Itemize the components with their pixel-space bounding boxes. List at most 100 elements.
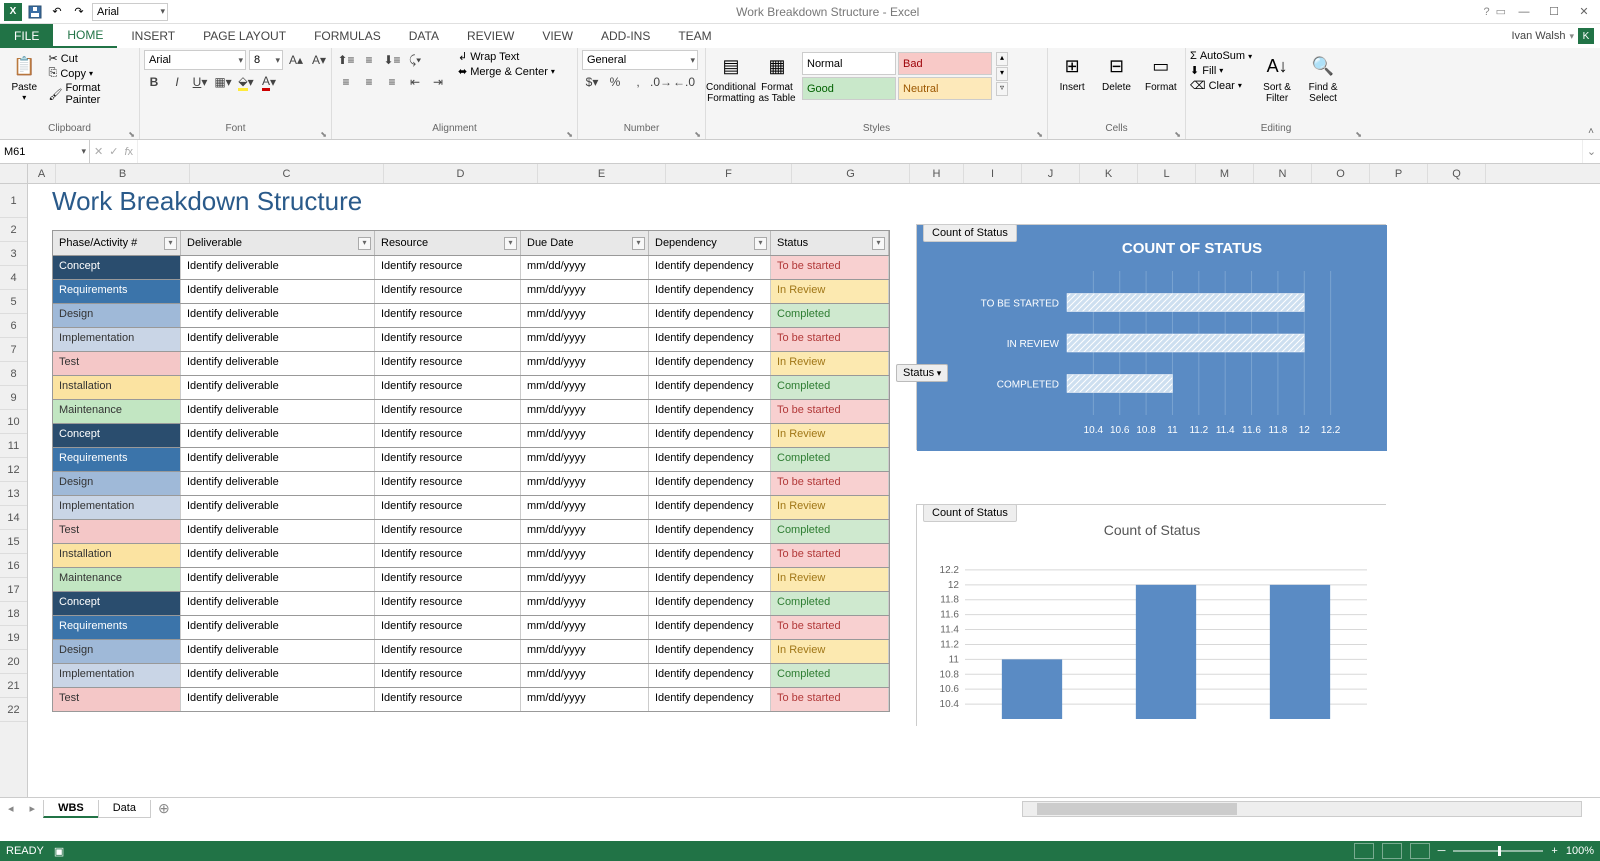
italic-button[interactable]: I bbox=[167, 72, 187, 92]
cells-area[interactable]: Work Breakdown Structure Phase/Activity … bbox=[28, 184, 1600, 797]
row-header-15[interactable]: 15 bbox=[0, 530, 27, 554]
undo-icon[interactable]: ↶ bbox=[48, 3, 66, 21]
add-sheet-button[interactable]: ⊕ bbox=[150, 800, 178, 817]
tab-data[interactable]: DATA bbox=[395, 24, 453, 48]
col-header-A[interactable]: A bbox=[28, 164, 56, 183]
row-header-8[interactable]: 8 bbox=[0, 362, 27, 386]
row-header-1[interactable]: 1 bbox=[0, 184, 27, 218]
redo-icon[interactable]: ↷ bbox=[70, 3, 88, 21]
tab-file[interactable]: FILE bbox=[0, 24, 53, 48]
align-middle-icon[interactable]: ≡ bbox=[359, 50, 379, 70]
format-cells-button[interactable]: ▭Format bbox=[1141, 50, 1181, 93]
col-header-O[interactable]: O bbox=[1312, 164, 1370, 183]
zoom-slider[interactable] bbox=[1453, 850, 1543, 852]
qat-font-picker[interactable]: Arial bbox=[92, 3, 168, 21]
align-top-icon[interactable]: ⬆≡ bbox=[336, 50, 356, 70]
user-name[interactable]: Ivan Walsh bbox=[1511, 30, 1565, 42]
expand-formula-bar-icon[interactable]: ⌄ bbox=[1582, 140, 1600, 163]
name-box[interactable]: M61 bbox=[0, 140, 90, 163]
zoom-in-button[interactable]: + bbox=[1551, 845, 1557, 857]
zoom-level[interactable]: 100% bbox=[1566, 845, 1594, 857]
row-header-21[interactable]: 21 bbox=[0, 674, 27, 698]
style-cell-good[interactable]: Good bbox=[802, 77, 896, 100]
font-color-button[interactable]: A▾ bbox=[259, 72, 279, 92]
table-row[interactable]: ImplementationIdentify deliverableIdenti… bbox=[52, 664, 890, 688]
row-header-16[interactable]: 16 bbox=[0, 554, 27, 578]
col-header-B[interactable]: B bbox=[56, 164, 190, 183]
row-header-18[interactable]: 18 bbox=[0, 602, 27, 626]
row-header-9[interactable]: 9 bbox=[0, 386, 27, 410]
number-format-input[interactable]: General bbox=[582, 50, 698, 70]
col-header-P[interactable]: P bbox=[1370, 164, 1428, 183]
sort-filter-button[interactable]: A↓Sort & Filter bbox=[1256, 50, 1298, 104]
horizontal-scrollbar[interactable] bbox=[1022, 801, 1582, 817]
col-header-C[interactable]: C bbox=[190, 164, 384, 183]
merge-center-button[interactable]: ⬌Merge & Center▾ bbox=[458, 65, 555, 78]
chart-pivot-button[interactable]: Count of Status bbox=[923, 224, 1017, 242]
tab-formulas[interactable]: FORMULAS bbox=[300, 24, 395, 48]
border-button[interactable]: ▦▾ bbox=[213, 72, 233, 92]
save-icon[interactable] bbox=[26, 3, 44, 21]
col-header-E[interactable]: E bbox=[538, 164, 666, 183]
align-left-icon[interactable]: ≡ bbox=[336, 72, 356, 92]
page-break-view-button[interactable] bbox=[1410, 843, 1430, 859]
gallery-up-icon[interactable]: ▴ bbox=[996, 52, 1008, 66]
increase-decimal-icon[interactable]: .0→ bbox=[651, 72, 671, 92]
fill-color-button[interactable]: ⬙▾ bbox=[236, 72, 256, 92]
macro-record-icon[interactable]: ▣ bbox=[54, 845, 64, 858]
table-row[interactable]: InstallationIdentify deliverableIdentify… bbox=[52, 544, 890, 568]
font-name-input[interactable]: Arial bbox=[144, 50, 246, 70]
fx-icon[interactable]: fx bbox=[124, 146, 133, 158]
decrease-font-icon[interactable]: A▾ bbox=[309, 50, 329, 70]
formula-input[interactable] bbox=[138, 140, 1582, 163]
row-header-10[interactable]: 10 bbox=[0, 410, 27, 434]
collapse-ribbon-icon[interactable]: ˄ bbox=[1588, 126, 1594, 137]
row-header-13[interactable]: 13 bbox=[0, 482, 27, 506]
excel-logo-icon[interactable]: X bbox=[4, 3, 22, 21]
table-row[interactable]: ConceptIdentify deliverableIdentify reso… bbox=[52, 424, 890, 448]
tab-insert[interactable]: INSERT bbox=[117, 24, 189, 48]
table-row[interactable]: DesignIdentify deliverableIdentify resou… bbox=[52, 304, 890, 328]
increase-indent-icon[interactable]: ⇥ bbox=[428, 72, 448, 92]
chart-pivot-button[interactable]: Count of Status bbox=[923, 504, 1017, 522]
accounting-format-icon[interactable]: $▾ bbox=[582, 72, 602, 92]
sheet-tab-data[interactable]: Data bbox=[98, 800, 151, 818]
row-header-22[interactable]: 22 bbox=[0, 698, 27, 722]
chart-count-of-status-hbar[interactable]: Count of StatusCOUNT OF STATUS10.410.610… bbox=[916, 224, 1386, 450]
table-row[interactable]: DesignIdentify deliverableIdentify resou… bbox=[52, 472, 890, 496]
minimize-button[interactable]: — bbox=[1512, 6, 1536, 18]
insert-cells-button[interactable]: ⊞Insert bbox=[1052, 50, 1092, 93]
col-header-G[interactable]: G bbox=[792, 164, 910, 183]
tab-page-layout[interactable]: PAGE LAYOUT bbox=[189, 24, 300, 48]
enter-formula-icon[interactable]: ✓ bbox=[109, 145, 118, 158]
percent-format-icon[interactable]: % bbox=[605, 72, 625, 92]
table-row[interactable]: RequirementsIdentify deliverableIdentify… bbox=[52, 280, 890, 304]
align-right-icon[interactable]: ≡ bbox=[382, 72, 402, 92]
table-row[interactable]: RequirementsIdentify deliverableIdentify… bbox=[52, 448, 890, 472]
table-row[interactable]: TestIdentify deliverableIdentify resourc… bbox=[52, 520, 890, 544]
col-header-F[interactable]: F bbox=[666, 164, 792, 183]
orientation-icon[interactable]: ⤹▾ bbox=[405, 50, 425, 70]
col-header-L[interactable]: L bbox=[1138, 164, 1196, 183]
tab-team[interactable]: TEAM bbox=[664, 24, 725, 48]
fill-button[interactable]: ⬇Fill▾ bbox=[1190, 64, 1252, 77]
copy-button[interactable]: ⎘Copy▾ bbox=[49, 67, 136, 80]
autosum-button[interactable]: ΣAutoSum▾ bbox=[1190, 50, 1252, 62]
row-header-19[interactable]: 19 bbox=[0, 626, 27, 650]
table-row[interactable]: MaintenanceIdentify deliverableIdentify … bbox=[52, 400, 890, 424]
find-select-button[interactable]: 🔍Find & Select bbox=[1302, 50, 1344, 104]
wbs-header-resource[interactable]: Resource bbox=[375, 231, 521, 255]
paste-button[interactable]: 📋Paste▾ bbox=[4, 50, 45, 102]
row-header-12[interactable]: 12 bbox=[0, 458, 27, 482]
gallery-down-icon[interactable]: ▾ bbox=[996, 67, 1008, 81]
col-header-I[interactable]: I bbox=[964, 164, 1022, 183]
wrap-text-button[interactable]: ↲Wrap Text bbox=[458, 50, 555, 63]
chart-count-of-status-vbar[interactable]: Count of StatusCount of Status10.410.610… bbox=[916, 504, 1386, 726]
tab-add-ins[interactable]: ADD-INS bbox=[587, 24, 664, 48]
col-header-H[interactable]: H bbox=[910, 164, 964, 183]
tab-review[interactable]: REVIEW bbox=[453, 24, 528, 48]
clear-button[interactable]: ⌫Clear▾ bbox=[1190, 79, 1252, 92]
wbs-header-due-date[interactable]: Due Date bbox=[521, 231, 649, 255]
format-as-table-button[interactable]: ▦Format as Table bbox=[756, 50, 798, 104]
row-header-7[interactable]: 7 bbox=[0, 338, 27, 362]
